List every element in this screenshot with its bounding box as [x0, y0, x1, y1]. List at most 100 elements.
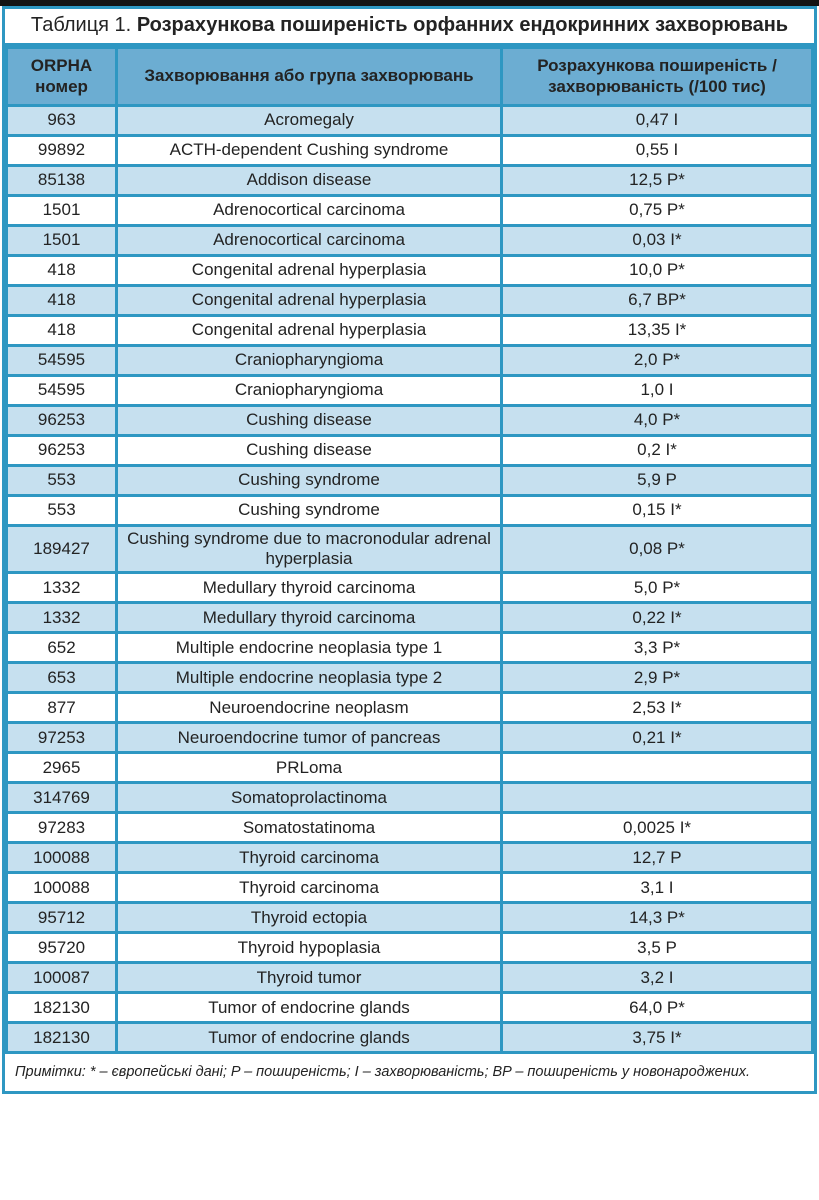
value-cell: 0,75 P*: [500, 194, 814, 227]
disease-cell: Cushing disease: [115, 434, 503, 467]
table-row: 652 Multiple endocrine neoplasia type 1 …: [5, 631, 814, 665]
orpha-number-cell: 99892: [5, 134, 118, 167]
value-cell: 10,0 P*: [500, 254, 814, 287]
table-row: 189427 Cushing syndrome due to macronodu…: [5, 523, 814, 575]
table-row: 182130 Tumor of endocrine glands 3,75 I*: [5, 1021, 814, 1055]
disease-cell: Adrenocortical carcinoma: [115, 194, 503, 227]
table-row: 553 Cushing syndrome 0,15 I*: [5, 494, 814, 527]
table-row: 54595 Craniopharyngioma 2,0 P*: [5, 344, 814, 377]
disease-cell: Addison disease: [115, 164, 503, 197]
value-cell: 0,0025 I*: [500, 811, 814, 845]
value-cell: 0,55 I: [500, 134, 814, 167]
disease-cell: Somatoprolactinoma: [115, 781, 503, 815]
disease-cell: Somatostatinoma: [115, 811, 503, 845]
table-row: 97253 Neuroendocrine tumor of pancreas 0…: [5, 721, 814, 755]
value-cell: [500, 751, 814, 785]
table-row: 100088 Thyroid carcinoma 3,1 I: [5, 871, 814, 905]
value-cell: 3,75 I*: [500, 1021, 814, 1055]
disease-cell: Congenital adrenal hyperplasia: [115, 254, 503, 287]
disease-cell: Tumor of endocrine glands: [115, 1021, 503, 1055]
footnote: Примітки: * – європейські дані; P – поши…: [5, 1054, 814, 1092]
table-title-label: Таблиця 1.: [30, 14, 132, 36]
value-cell: 3,3 P*: [500, 631, 814, 665]
disease-cell: Thyroid carcinoma: [115, 841, 503, 875]
disease-cell: Tumor of endocrine glands: [115, 991, 503, 1025]
disease-cell: Medullary thyroid carcinoma: [115, 571, 503, 605]
value-cell: 1,0 I: [500, 374, 814, 407]
disease-cell: Thyroid carcinoma: [115, 871, 503, 905]
disease-cell: ACTH-dependent Cushing syndrome: [115, 134, 503, 167]
table-title: Таблиця 1. Розрахункова поширеність орфа…: [5, 9, 814, 46]
orpha-number-cell: 553: [5, 464, 118, 497]
orpha-number-cell: 97283: [5, 811, 118, 845]
table-row: 1332 Medullary thyroid carcinoma 0,22 I*: [5, 601, 814, 635]
column-header-disease: Захворювання або група захворювань: [115, 46, 503, 107]
table-row: 418 Congenital adrenal hyperplasia 13,35…: [5, 314, 814, 347]
orpha-number-cell: 553: [5, 494, 118, 527]
disease-cell: Cushing syndrome: [115, 464, 503, 497]
value-cell: 0,08 P*: [500, 523, 814, 575]
table-row: 100087 Thyroid tumor 3,2 I: [5, 961, 814, 995]
table-row: 2965 PRLoma: [5, 751, 814, 785]
orpha-number-cell: 963: [5, 104, 118, 137]
orpha-number-cell: 100088: [5, 871, 118, 905]
orpha-number-cell: 182130: [5, 991, 118, 1025]
table-row: 1501 Adrenocortical carcinoma 0,03 I*: [5, 224, 814, 257]
table-row: 418 Congenital adrenal hyperplasia 6,7 B…: [5, 284, 814, 317]
table-row: 877 Neuroendocrine neoplasm 2,53 I*: [5, 691, 814, 725]
value-cell: 6,7 BP*: [500, 284, 814, 317]
disease-cell: Cushing syndrome: [115, 494, 503, 527]
table-row: 314769 Somatoprolactinoma: [5, 781, 814, 815]
table-row: 182130 Tumor of endocrine glands 64,0 P*: [5, 991, 814, 1025]
orpha-number-cell: 97253: [5, 721, 118, 755]
orpha-number-cell: 96253: [5, 404, 118, 437]
disease-cell: Craniopharyngioma: [115, 374, 503, 407]
orpha-number-cell: 1332: [5, 571, 118, 605]
table-row: 653 Multiple endocrine neoplasia type 2 …: [5, 661, 814, 695]
value-cell: 4,0 P*: [500, 404, 814, 437]
orpha-number-cell: 2965: [5, 751, 118, 785]
value-cell: 0,21 I*: [500, 721, 814, 755]
orpha-number-cell: 96253: [5, 434, 118, 467]
table-row: 54595 Craniopharyngioma 1,0 I: [5, 374, 814, 407]
value-cell: 0,15 I*: [500, 494, 814, 527]
disease-cell: Adrenocortical carcinoma: [115, 224, 503, 257]
table-row: 85138 Addison disease 12,5 P*: [5, 164, 814, 197]
disease-cell: Multiple endocrine neoplasia type 2: [115, 661, 503, 695]
orpha-number-cell: 54595: [5, 374, 118, 407]
value-cell: 0,47 I: [500, 104, 814, 137]
disease-cell: PRLoma: [115, 751, 503, 785]
orpha-number-cell: 418: [5, 284, 118, 317]
column-header-orpha: ORPHA номер: [5, 46, 118, 107]
value-cell: 12,5 P*: [500, 164, 814, 197]
table-row: 95712 Thyroid ectopia 14,3 P*: [5, 901, 814, 935]
column-header-prevalence: Розрахункова поширеність / захворюваніст…: [500, 46, 814, 107]
value-cell: 5,9 P: [500, 464, 814, 497]
orpha-number-cell: 100088: [5, 841, 118, 875]
orpha-number-cell: 652: [5, 631, 118, 665]
table-body: 963 Acromegaly 0,47 I 99892 ACTH-depende…: [5, 104, 814, 1055]
orpha-number-cell: 418: [5, 314, 118, 347]
value-cell: 5,0 P*: [500, 571, 814, 605]
value-cell: 3,5 P: [500, 931, 814, 965]
orpha-number-cell: 95720: [5, 931, 118, 965]
orpha-number-cell: 653: [5, 661, 118, 695]
disease-cell: Congenital adrenal hyperplasia: [115, 314, 503, 347]
value-cell: 0,22 I*: [500, 601, 814, 635]
table-row: 553 Cushing syndrome 5,9 P: [5, 464, 814, 497]
value-cell: 12,7 P: [500, 841, 814, 875]
disease-cell: Thyroid tumor: [115, 961, 503, 995]
value-cell: 3,2 I: [500, 961, 814, 995]
value-cell: 14,3 P*: [500, 901, 814, 935]
disease-cell: Medullary thyroid carcinoma: [115, 601, 503, 635]
value-cell: 0,2 I*: [500, 434, 814, 467]
table-row: 95720 Thyroid hypoplasia 3,5 P: [5, 931, 814, 965]
orpha-number-cell: 314769: [5, 781, 118, 815]
orpha-number-cell: 877: [5, 691, 118, 725]
orpha-number-cell: 54595: [5, 344, 118, 377]
table-row: 963 Acromegaly 0,47 I: [5, 104, 814, 137]
disease-cell: Neuroendocrine tumor of pancreas: [115, 721, 503, 755]
disease-cell: Neuroendocrine neoplasm: [115, 691, 503, 725]
value-cell: 0,03 I*: [500, 224, 814, 257]
value-cell: 64,0 P*: [500, 991, 814, 1025]
